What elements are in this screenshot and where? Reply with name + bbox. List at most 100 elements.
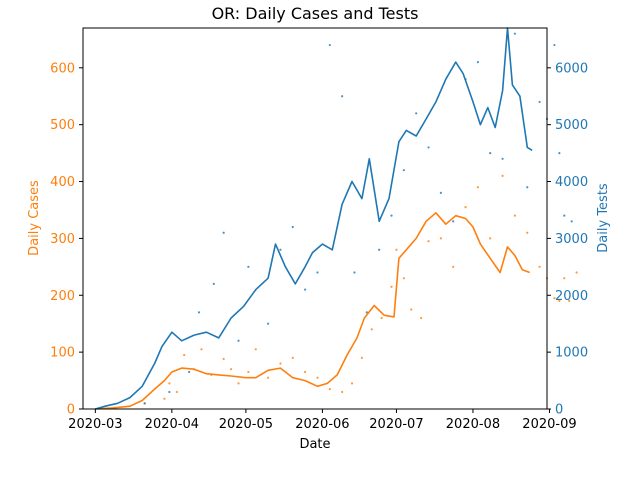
test-scatter-point (563, 214, 566, 217)
case-scatter-point (380, 316, 383, 320)
case-scatter-point (267, 376, 270, 379)
x-axis-label: Date (299, 437, 330, 452)
case-scatter-point (513, 214, 517, 217)
right-tick-label: 5000 (555, 118, 588, 133)
test-scatter-point (197, 311, 201, 314)
case-scatter-point (350, 382, 354, 385)
case-scatter-point (563, 277, 566, 280)
case-scatter-point (291, 356, 294, 359)
x-tick-label: 2020-09 (522, 417, 576, 432)
case-scatter-point (183, 353, 186, 357)
x-tick-label: 2020-08 (446, 417, 500, 432)
test-scatter-point (452, 220, 455, 223)
test-scatter-point (415, 112, 418, 115)
case-scatter-point (163, 397, 166, 400)
test-scatter-point (304, 288, 307, 291)
test-scatter-point (538, 100, 541, 104)
test-scatter-point (291, 225, 294, 229)
right-y-axis: 0 1000 2000 3000 4000 5000 6000 (547, 61, 588, 418)
case-scatter-point (328, 387, 331, 391)
case-scatter-point (476, 186, 479, 189)
case-scatter-point (402, 277, 405, 280)
test-scatter-point (378, 248, 381, 251)
left-tick-label: 400 (50, 175, 75, 190)
x-tick-label: 2020-04 (145, 417, 199, 432)
case-scatter-point (464, 206, 467, 209)
test-scatter-point (365, 311, 368, 314)
plot-frame (82, 27, 548, 410)
test-scatter-point (439, 191, 442, 195)
test-scatter-point (316, 271, 319, 274)
case-scatter-point (395, 248, 398, 251)
case-scatter-point (420, 316, 423, 320)
left-tick-label: 200 (50, 289, 75, 304)
test-scatter-point (476, 61, 479, 64)
test-scatter-point (501, 157, 504, 160)
chart-title: OR: Daily Cases and Tests (212, 4, 419, 23)
case-scatter-point (222, 357, 225, 361)
right-tick-label: 4000 (555, 175, 588, 190)
case-scatter-point (341, 390, 344, 394)
left-tick-label: 0 (67, 403, 75, 418)
x-axis: 2020-03 2020-04 2020-05 2020-06 2020-07 2020-… (68, 409, 577, 432)
test-scatter-point (427, 146, 430, 149)
left-tick-label: 100 (50, 346, 75, 361)
case-scatter-point (538, 265, 541, 268)
case-scatter-point (175, 390, 178, 394)
case-scatter-point (558, 299, 561, 303)
test-scatter-point (553, 43, 556, 47)
test-scatter-point (570, 220, 573, 223)
case-scatter-point (254, 348, 257, 351)
case-scatter-point (370, 328, 373, 331)
test-scatter-point (489, 152, 492, 155)
case-scatter-point (501, 174, 504, 177)
left-tick-label: 300 (50, 232, 75, 247)
test-scatter-point (267, 322, 270, 325)
test-scatter-point (390, 214, 393, 217)
test-scatter-point (237, 339, 240, 342)
case-scatter-point (247, 370, 250, 374)
right-tick-label: 0 (555, 403, 563, 418)
test-scatter-point (558, 152, 561, 155)
left-tick-label: 500 (50, 118, 75, 133)
case-scatter-point (553, 297, 556, 300)
test-scatter-point (526, 186, 529, 189)
case-scatter-point (237, 382, 240, 385)
test-scatter-point (353, 271, 356, 274)
daily-cases-line (95, 212, 530, 410)
right-tick-label: 2000 (555, 289, 588, 304)
right-axis-label: Daily Tests (596, 183, 611, 253)
test-scatter-point (247, 265, 250, 268)
case-scatter-point (427, 240, 430, 243)
test-scatter-point (168, 390, 171, 394)
test-scatter-point (188, 370, 191, 374)
test-scatter-point (143, 402, 146, 405)
left-tick-label: 600 (50, 61, 75, 76)
x-tick-label: 2020-06 (295, 417, 349, 432)
x-tick-label: 2020-05 (219, 417, 273, 432)
x-tick-label: 2020-07 (369, 417, 423, 432)
case-scatter-point (316, 376, 319, 379)
case-scatter-point (575, 271, 578, 274)
x-tick-label: 2020-03 (68, 417, 122, 432)
test-scatter-point (513, 32, 517, 35)
left-y-axis: 0 100 200 300 400 500 600 (50, 61, 83, 418)
case-scatter-point (489, 237, 492, 240)
test-scatter-point (328, 43, 331, 47)
case-scatter-point (452, 265, 455, 268)
test-scatter-point (222, 231, 225, 234)
right-tick-label: 6000 (555, 61, 588, 76)
case-scatter-point (279, 362, 282, 365)
case-scatter-point (200, 348, 203, 351)
test-scatter-point (212, 282, 215, 285)
case-scatter-point (439, 237, 442, 240)
test-scatter-point (402, 169, 405, 172)
left-axis-label: Daily Cases (27, 180, 42, 256)
right-tick-label: 3000 (555, 232, 588, 247)
case-scatter-point (229, 368, 233, 371)
case-scatter-point (390, 285, 393, 288)
case-scatter-point (168, 382, 171, 385)
lines-layer (95, 27, 533, 410)
case-scatter-point (526, 231, 529, 234)
